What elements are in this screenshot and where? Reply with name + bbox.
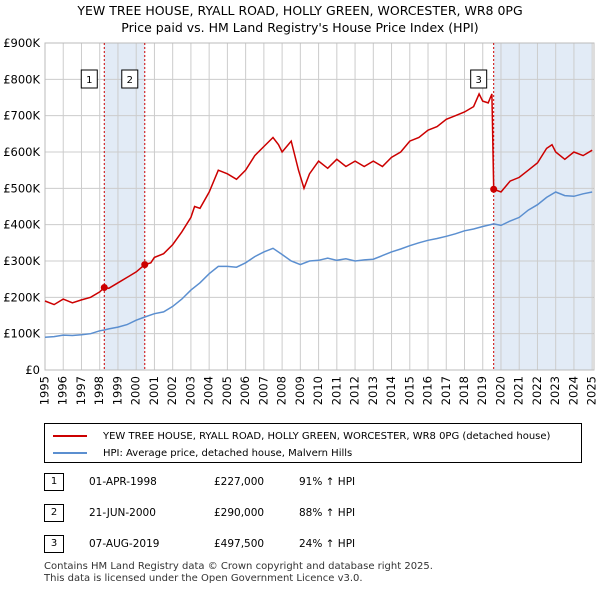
- transaction-date: 21-JUN-2000: [89, 507, 156, 519]
- legend-label-property: YEW TREE HOUSE, RYALL ROAD, HOLLY GREEN,…: [103, 430, 551, 442]
- x-tick-label: 2009: [293, 376, 307, 405]
- table-row: 1 01-APR-1998 £227,000 91% ↑ HPI: [44, 473, 444, 493]
- x-tick-label: 1997: [74, 376, 88, 405]
- legend-item-property: YEW TREE HOUSE, RYALL ROAD, HOLLY GREEN,…: [53, 429, 550, 443]
- transaction-number: 3: [44, 535, 64, 553]
- marker-vlines: [103, 43, 495, 370]
- x-tick-label: 1999: [110, 376, 124, 405]
- y-tick-label: £0: [25, 363, 40, 377]
- marker-label-box: [80, 69, 98, 89]
- y-tick-label: £800K: [3, 72, 40, 86]
- transaction-price: £497,500: [214, 538, 265, 550]
- y-tick-label: £100K: [3, 327, 40, 341]
- x-tick-label: 2013: [366, 376, 380, 405]
- footer-copyright: Contains HM Land Registry data © Crown c…: [44, 561, 433, 572]
- marker-label: 1: [86, 75, 92, 86]
- legend-label-hpi: HPI: Average price, detached house, Malv…: [103, 447, 353, 459]
- x-tick-label: 2025: [585, 376, 599, 405]
- legend-item-hpi: HPI: Average price, detached house, Malv…: [53, 446, 352, 460]
- table-row: 3 07-AUG-2019 £497,500 24% ↑ HPI: [44, 535, 444, 555]
- transaction-price: £290,000: [214, 507, 265, 519]
- x-tick-label: 2018: [457, 376, 471, 405]
- x-tick-label: 2003: [183, 376, 197, 405]
- y-tick-labels: £0 £100K £200K £300K £400K £500K £600K £700K £80…: [3, 36, 40, 377]
- shaded-spans: [104, 43, 593, 370]
- x-tick-label: 2017: [439, 376, 453, 405]
- plot-frame: [44, 42, 595, 371]
- x-tick-label: 2006: [238, 376, 252, 405]
- y-tick-label: £500K: [3, 181, 40, 195]
- x-tick-label: 2005: [220, 376, 234, 405]
- legend-swatch-property: [53, 435, 87, 437]
- x-tick-label: 2016: [421, 376, 435, 405]
- marker-label: 2: [127, 75, 133, 86]
- y-tick-label: £700K: [3, 109, 40, 123]
- x-tick-label: 2008: [275, 376, 289, 405]
- transaction-number: 1: [44, 473, 64, 491]
- y-tick-label: £300K: [3, 254, 40, 268]
- x-tick-label: 2023: [548, 376, 562, 405]
- x-tick-label: 2002: [165, 376, 179, 405]
- y-tick-label: £600K: [3, 145, 40, 159]
- x-tick-label: 2001: [147, 376, 161, 405]
- x-tick-label: 1996: [56, 376, 70, 405]
- x-tick-label: 2004: [202, 376, 216, 405]
- transaction-hpi: 91% ↑ HPI: [299, 476, 356, 488]
- transaction-date: 01-APR-1998: [89, 476, 157, 488]
- x-tick-label: 2010: [311, 376, 325, 405]
- transaction-point: [490, 185, 498, 193]
- marker-label-box: [470, 69, 488, 89]
- legend: YEW TREE HOUSE, RYALL ROAD, HOLLY GREEN,…: [44, 423, 582, 463]
- x-tick-label: 2019: [475, 376, 489, 405]
- x-tick-label: 2015: [402, 376, 416, 405]
- x-tick-label: 2020: [493, 376, 507, 405]
- x-tick-label: 2024: [566, 376, 580, 405]
- y-tick-label: £900K: [3, 36, 40, 50]
- x-tick-labels: 1995 1996 1997 1998 1999 2000 2001 2002 2003 2004…: [38, 376, 599, 405]
- transaction-hpi: 24% ↑ HPI: [299, 538, 356, 550]
- chart-title-line2: Price paid vs. HM Land Registry's House …: [121, 20, 479, 35]
- property-price-line: [44, 92, 593, 306]
- y-tick-label: £400K: [3, 218, 40, 232]
- marker-label: 3: [475, 75, 481, 86]
- transaction-point: [100, 284, 108, 292]
- y-tick-label: £200K: [3, 290, 40, 304]
- x-tick-label: 2012: [348, 376, 362, 405]
- transaction-number: 2: [44, 504, 64, 522]
- hpi-line: [44, 191, 593, 339]
- x-tick-label: 2000: [129, 376, 143, 405]
- transaction-date: 07-AUG-2019: [89, 538, 160, 550]
- transaction-markers: 1 2 3: [80, 69, 498, 292]
- x-tick-label: 1998: [92, 376, 106, 405]
- shaded-span: [104, 43, 145, 370]
- legend-swatch-hpi: [53, 452, 87, 454]
- x-tick-label: 2007: [256, 376, 270, 405]
- x-tick-label: 2014: [384, 376, 398, 405]
- footer-licence: This data is licensed under the Open Gov…: [44, 573, 363, 584]
- x-tick-label: 2011: [329, 376, 343, 405]
- transaction-hpi: 88% ↑ HPI: [299, 507, 356, 519]
- marker-label-box: [121, 69, 139, 89]
- price-chart: 1 2 3 £0 £100K £200K £300K £400K £500K £600K £700…: [3, 36, 599, 405]
- table-row: 2 21-JUN-2000 £290,000 88% ↑ HPI: [44, 504, 444, 524]
- x-tick-label: 2021: [512, 376, 526, 405]
- x-tick-label: 1995: [38, 376, 52, 405]
- series-lines: [44, 92, 593, 339]
- shaded-span: [493, 43, 593, 370]
- x-tick-label: 2022: [530, 376, 544, 405]
- chart-title-line1: YEW TREE HOUSE, RYALL ROAD, HOLLY GREEN,…: [77, 3, 523, 18]
- transaction-price: £227,000: [214, 476, 265, 488]
- transaction-point: [141, 261, 149, 269]
